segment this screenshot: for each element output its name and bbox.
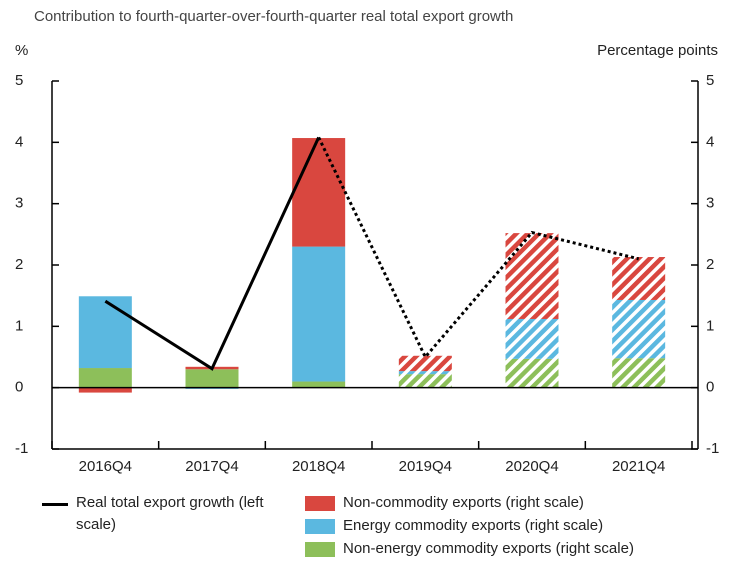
bar	[292, 138, 346, 247]
y-tick-label: 5	[15, 72, 23, 89]
bar	[612, 299, 666, 359]
y-tick-label: 2	[15, 256, 23, 273]
line-series	[104, 136, 321, 371]
chart: Contribution to fourth-quarter-over-four…	[15, 8, 719, 475]
y2-tick-label: 4	[706, 133, 714, 150]
bar	[612, 257, 666, 300]
y2-tick-label: 5	[706, 72, 714, 89]
legend-key	[305, 496, 335, 511]
x-tick-label: 2019Q4	[399, 458, 452, 475]
x-tick-label: 2021Q4	[612, 458, 665, 475]
legend-item: Non-commodity exports (right scale)	[305, 494, 584, 511]
y-tick-label: 4	[15, 133, 23, 150]
bar	[505, 358, 559, 388]
x-tick-label: 2020Q4	[505, 458, 558, 475]
y2-tick-label: 0	[706, 379, 714, 396]
legend-item: Energy commodity exports (right scale)	[305, 517, 603, 534]
bar	[505, 233, 559, 319]
bar	[398, 355, 452, 372]
legend-label: Non-energy commodity exports (right scal…	[343, 540, 634, 557]
y-tick-label: 1	[15, 317, 23, 334]
legend-label: Non-commodity exports (right scale)	[343, 494, 584, 511]
bar	[398, 374, 452, 388]
bar	[398, 371, 452, 375]
bar	[292, 381, 346, 388]
y2-tick-label: 1	[706, 317, 714, 334]
legend-item: Real total export growth (left scale)	[42, 494, 276, 536]
x-tick-label: 2017Q4	[185, 458, 238, 475]
bar	[292, 246, 346, 382]
bar	[612, 358, 666, 388]
legend-key	[42, 503, 68, 506]
bar	[505, 318, 559, 359]
legend-item: Non-energy commodity exports (right scal…	[305, 540, 634, 557]
line-series-dashed	[317, 136, 640, 360]
legend-key	[305, 542, 335, 557]
legend-key	[305, 519, 335, 534]
bar	[185, 369, 239, 388]
chart-title: Contribution to fourth-quarter-over-four…	[34, 8, 513, 25]
y2-tick-label: 3	[706, 195, 714, 212]
bar	[78, 296, 132, 369]
y-tick-label: 3	[15, 195, 23, 212]
y2-tick-label: -1	[706, 440, 719, 457]
y-tick-label: 0	[15, 379, 23, 396]
y-axis-label: %	[15, 42, 28, 59]
bar	[78, 368, 132, 388]
x-tick-label: 2018Q4	[292, 458, 345, 475]
y2-tick-label: 2	[706, 256, 714, 273]
x-tick-label: 2016Q4	[79, 458, 132, 475]
y-tick-label: -1	[15, 440, 28, 457]
y2-axis-label: Percentage points	[597, 42, 718, 59]
legend-label: Energy commodity exports (right scale)	[343, 517, 604, 534]
bar	[78, 387, 132, 393]
legend-label: Real total export growth (left scale)	[76, 494, 264, 533]
